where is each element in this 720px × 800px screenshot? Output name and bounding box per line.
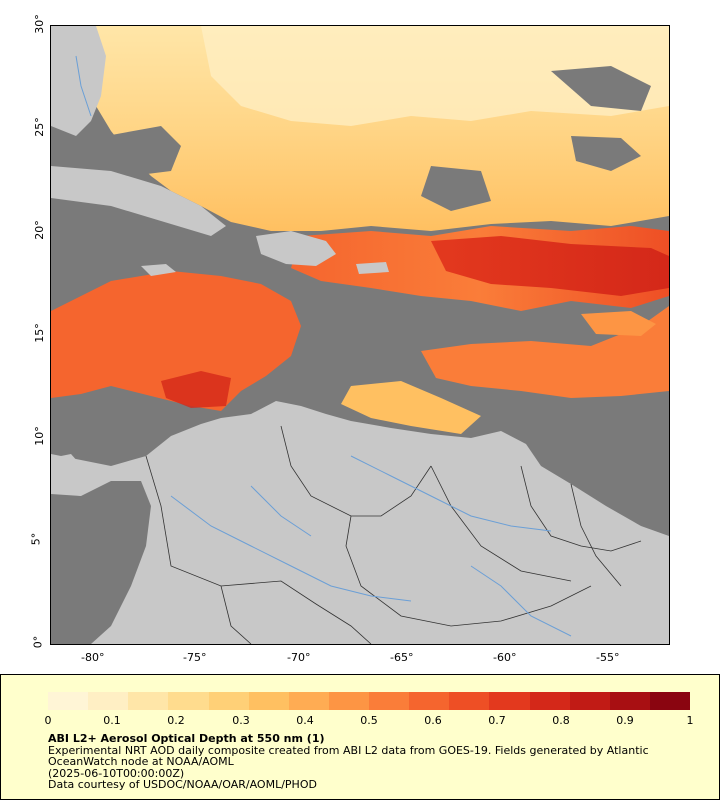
land-jamaica xyxy=(141,264,176,276)
colorbar-tick-label: 0.6 xyxy=(424,714,442,727)
aod-map xyxy=(50,25,670,645)
colorbar-swatch xyxy=(569,692,610,710)
lat-label: 5° xyxy=(29,532,43,546)
colorbar-tick-label: 0.7 xyxy=(488,714,506,727)
colorbar-swatch xyxy=(88,692,129,710)
lat-label: 10° xyxy=(32,426,46,446)
legend-description: Experimental NRT AOD daily composite cre… xyxy=(48,743,649,757)
colorbar-tick-label: 0.8 xyxy=(552,714,570,727)
legend-credit: Data courtesy of USDOC/NOAA/OAR/AOML/PHO… xyxy=(48,778,317,791)
aod-plume-west xyxy=(51,271,301,411)
colorbar-swatch xyxy=(529,692,570,710)
colorbar-swatch xyxy=(609,692,650,710)
rivers xyxy=(75,55,572,637)
colorbar-swatch xyxy=(248,692,289,710)
land-central-america xyxy=(51,454,86,496)
land-south-america xyxy=(51,401,669,644)
legend-title: ABI L2+ Aerosol Optical Depth at 550 nm … xyxy=(48,732,325,745)
land-cuba xyxy=(51,166,226,236)
colorbar-swatch xyxy=(369,692,410,710)
legend-text: ABI L2+ Aerosol Optical Depth at 550 nm … xyxy=(48,733,688,791)
colorbar-tick-label: 0.4 xyxy=(296,714,314,727)
aod-plume-west-red xyxy=(161,371,231,408)
colorbar-tick-label: 0.2 xyxy=(167,714,185,727)
land-puerto-rico xyxy=(356,262,389,274)
colorbar-swatch xyxy=(328,692,369,710)
colorbar-swatch xyxy=(649,692,690,710)
colorbar-swatch xyxy=(168,692,209,710)
map-canvas xyxy=(51,26,669,644)
lat-label: 30° xyxy=(32,14,46,34)
country-borders xyxy=(145,425,642,644)
nodata-gap xyxy=(571,136,641,171)
lat-label: 0° xyxy=(31,635,45,649)
lon-label: -60° xyxy=(493,651,517,664)
colorbar-tick-label: 0.3 xyxy=(232,714,250,727)
nodata-gap xyxy=(421,166,491,211)
legend-description: OceanWatch node at NOAA/AOML xyxy=(48,755,234,768)
lat-label: 25° xyxy=(32,117,46,137)
colorbar xyxy=(48,692,690,710)
colorbar-swatch xyxy=(48,692,89,710)
colorbar-swatch xyxy=(288,692,329,710)
aod-plume-east-yellow xyxy=(341,381,481,434)
aod-plume-east-small xyxy=(581,311,656,336)
lat-label: 15° xyxy=(32,323,46,343)
aod-plume-east xyxy=(421,306,669,398)
colorbar-swatch xyxy=(409,692,450,710)
legend-panel: 0 0.1 0.2 0.3 0.4 0.5 0.6 0.7 0.8 0.9 1 … xyxy=(0,674,720,800)
lon-label: -65° xyxy=(390,651,414,664)
lon-label: -75° xyxy=(183,651,207,664)
land-hispaniola xyxy=(256,231,336,266)
colorbar-tick-label: 1 xyxy=(686,714,694,727)
nodata-gap xyxy=(551,66,651,111)
colorbar-tick-label: 0.9 xyxy=(616,714,634,727)
colorbar-swatch xyxy=(208,692,249,710)
land-florida xyxy=(51,26,106,136)
legend-date: (2025-06-10T00:00:00Z) xyxy=(48,766,185,780)
lon-label: -70° xyxy=(287,651,311,664)
aod-plume-central-red xyxy=(431,236,669,296)
colorbar-tick-label: 0 xyxy=(44,714,52,727)
colorbar-tick-label: 0.5 xyxy=(360,714,378,727)
aod-plume-north-light xyxy=(201,26,669,126)
colorbar-swatch xyxy=(489,692,530,710)
lon-label: -55° xyxy=(596,651,620,664)
colorbar-swatch xyxy=(128,692,169,710)
lon-label: -80° xyxy=(81,651,105,664)
colorbar-swatch xyxy=(449,692,490,710)
nodata-gap xyxy=(106,126,181,176)
lat-label: 20° xyxy=(32,220,46,240)
colorbar-tick-label: 0.1 xyxy=(103,714,121,727)
